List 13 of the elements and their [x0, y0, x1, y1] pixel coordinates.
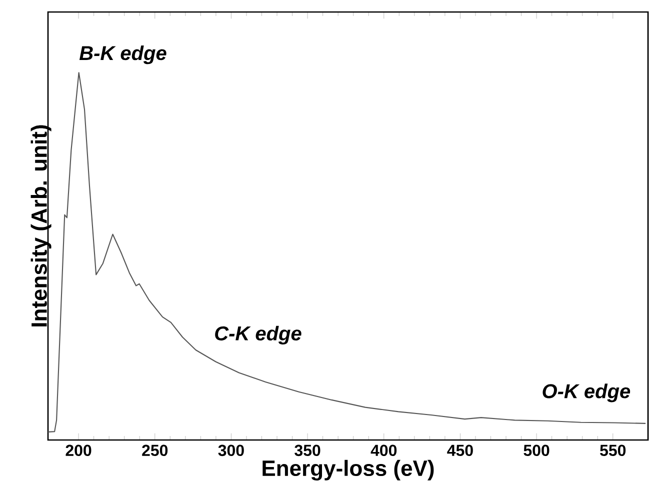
x-tick-label: 400: [370, 444, 397, 456]
x-tick-label: 350: [294, 444, 320, 456]
y-axis-title: Intensity (Arb. unit): [30, 125, 52, 326]
text: B-K edge: [79, 45, 166, 64]
x-tick-label: 500: [524, 444, 550, 456]
annotation: O-K edge: [542, 384, 630, 402]
annotation: C-K edge: [215, 326, 302, 344]
x-axis-title: Energy-loss (eV): [262, 460, 434, 480]
x-tick-label: 450: [447, 444, 473, 456]
x-tick-label: 550: [600, 444, 626, 456]
x-tick-label: 200: [66, 444, 92, 456]
x-tick-label: 250: [142, 444, 168, 456]
x-tick-label: 300: [218, 444, 244, 456]
